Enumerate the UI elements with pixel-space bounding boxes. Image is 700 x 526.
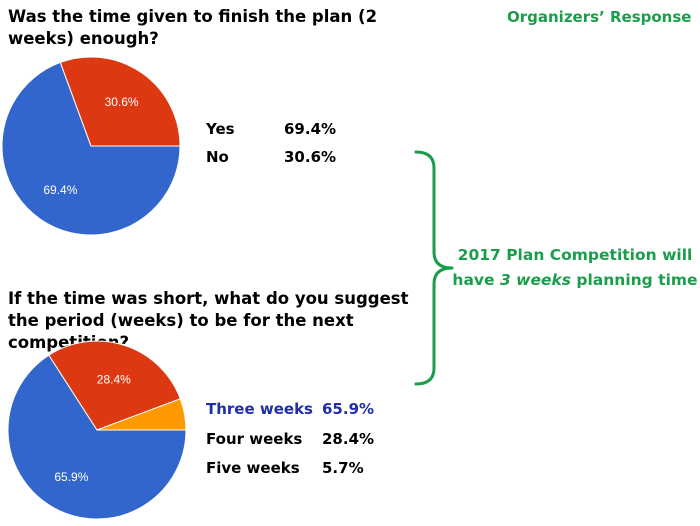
pie-chart-1: 69.4% 30.6%: [1, 56, 181, 236]
pie-slice-label-no: 30.6%: [105, 95, 139, 109]
legend-three-weeks-label: Three weeks: [206, 400, 313, 418]
pie-chart-2: 65.9% 28.4%: [7, 340, 187, 520]
pie-slice-label-yes: 69.4%: [43, 183, 77, 197]
organizers-note-line2-post: planning time: [571, 271, 698, 289]
legend-yes-label: Yes: [206, 120, 235, 138]
legend-yes-value: 69.4%: [284, 120, 337, 138]
pie-slice-four-weeks: [48, 340, 181, 431]
legend-five-weeks-label: Five weeks: [206, 459, 300, 477]
pie-slice-no: [59, 56, 181, 147]
legend-no-label: No: [206, 148, 229, 166]
pie-slice-five-weeks: [96, 398, 187, 431]
pie-slice-yes: [1, 61, 181, 236]
curly-brace-icon: [414, 150, 454, 386]
organizers-note-emphasis: 3 weeks: [499, 271, 571, 289]
legend-five-weeks-value: 5.7%: [322, 459, 364, 477]
organizers-note: 2017 Plan Competition will have 3 weeks …: [450, 243, 700, 293]
legend-no-value: 30.6%: [284, 148, 337, 166]
organizers-note-line1: 2017 Plan Competition will: [457, 246, 693, 264]
pie-slice-three-weeks: [7, 354, 187, 520]
legend-three-weeks-value: 65.9%: [322, 400, 375, 418]
pie-slice-label-three-weeks: 65.9%: [54, 470, 88, 484]
chart1-title: Was the time given to finish the plan (2…: [8, 7, 378, 48]
legend-four-weeks-label: Four weeks: [206, 430, 303, 448]
organizers-note-line2-pre: have: [452, 271, 500, 289]
organizers-title: Organizers’ Response: [507, 8, 692, 26]
chart2-title: If the time was short, what do you sugge…: [8, 289, 409, 352]
pie-slice-label-four-weeks: 28.4%: [97, 372, 131, 386]
legend-four-weeks-value: 28.4%: [322, 430, 375, 448]
